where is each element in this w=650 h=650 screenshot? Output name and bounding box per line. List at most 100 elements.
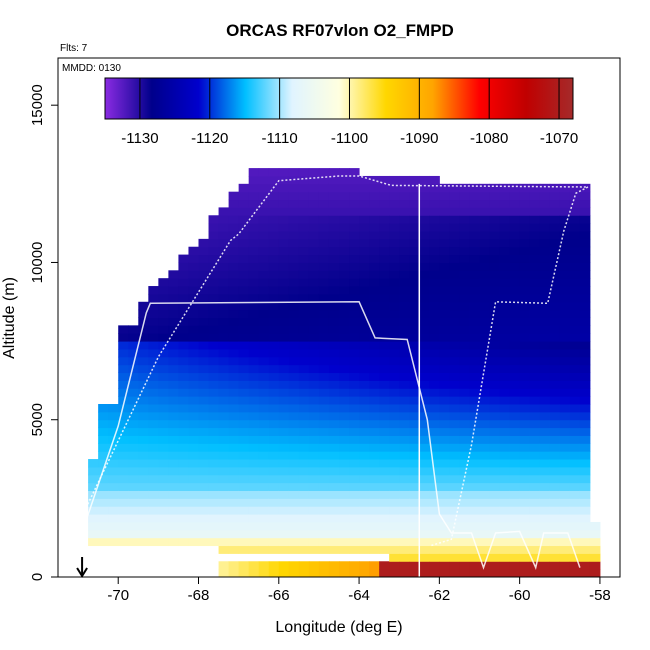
heatmap-cell [489, 333, 501, 342]
heatmap-cell [569, 545, 581, 554]
heatmap-cell [118, 411, 129, 421]
heatmap-cell [188, 514, 199, 523]
heatmap-cell [248, 183, 260, 193]
heatmap-cell [399, 364, 410, 374]
heatmap-cell [258, 466, 270, 476]
heatmap-cell [539, 333, 551, 342]
heatmap-cell [228, 207, 240, 216]
heatmap-cell [238, 223, 250, 232]
heatmap-cell [449, 388, 460, 397]
heatmap-cell [138, 490, 149, 499]
heatmap-cell [539, 553, 551, 562]
heatmap-cell [138, 443, 149, 452]
heatmap-cell [288, 569, 300, 577]
heatmap-cell [479, 317, 491, 326]
heatmap-cell [369, 569, 380, 577]
heatmap-cell [429, 404, 440, 413]
heatmap-cell [419, 199, 430, 208]
heatmap-cell [359, 215, 370, 224]
heatmap-cell [429, 521, 440, 531]
heatmap-cell [469, 482, 480, 491]
heatmap-cell [328, 215, 340, 224]
heatmap-cell [328, 175, 340, 185]
heatmap-cell [489, 506, 501, 515]
heatmap-cell [409, 537, 420, 547]
heatmap-cell [379, 223, 390, 232]
heatmap-cell [539, 364, 551, 374]
heatmap-cell [148, 514, 159, 523]
heatmap-cell [198, 238, 210, 248]
heatmap-cell [489, 474, 501, 484]
heatmap-cell [429, 333, 440, 342]
heatmap-cell [248, 348, 260, 358]
heatmap-cell [228, 199, 240, 208]
heatmap-cell [549, 380, 561, 389]
heatmap-cell [519, 569, 531, 577]
heatmap-cell [238, 388, 250, 397]
heatmap-cell [389, 364, 400, 374]
heatmap-cell [308, 183, 320, 193]
heatmap-cell [278, 317, 290, 326]
heatmap-cell [188, 435, 199, 444]
heatmap-cell [208, 301, 220, 311]
y-tick-label: 5000 [29, 403, 46, 436]
heatmap-cell [308, 199, 320, 208]
heatmap-cell [318, 262, 330, 271]
heatmap-cell [479, 466, 491, 476]
heatmap-cell [449, 207, 460, 216]
heatmap-cell [208, 341, 220, 350]
heatmap-cell [379, 356, 390, 366]
heatmap-cell [519, 317, 531, 326]
heatmap-cell [429, 443, 440, 452]
heatmap-cell [198, 506, 210, 515]
heatmap-cell [409, 529, 420, 539]
heatmap-cell [419, 506, 430, 515]
heatmap-cell [228, 231, 240, 240]
heatmap-cell [379, 183, 390, 193]
heatmap-cell [328, 388, 340, 397]
heatmap-cell [439, 364, 450, 374]
heatmap-cell [278, 380, 290, 389]
heatmap-cell [138, 309, 149, 318]
heatmap-cell [328, 364, 340, 374]
heatmap-cell [579, 325, 591, 334]
heatmap-cell [579, 301, 591, 311]
heatmap-cell [188, 380, 199, 389]
heatmap-cell [208, 482, 220, 491]
heatmap-cell [369, 404, 380, 413]
heatmap-cell [589, 521, 601, 531]
heatmap-cell [228, 466, 240, 476]
heatmap-cell [318, 183, 330, 193]
heatmap-cell [288, 482, 300, 491]
heatmap-cell [409, 459, 420, 468]
heatmap-cell [429, 325, 440, 334]
heatmap-cell [308, 506, 320, 515]
heatmap-cell [238, 498, 250, 507]
heatmap-cell [509, 356, 521, 366]
heatmap-cell [409, 443, 420, 452]
heatmap-cell [278, 490, 290, 499]
heatmap-cell [278, 348, 290, 358]
heatmap-cell [419, 521, 430, 531]
heatmap-cell [379, 419, 390, 429]
heatmap-cell [429, 309, 440, 318]
heatmap-cell [549, 309, 561, 318]
heatmap-cell [248, 490, 260, 499]
heatmap-cell [248, 459, 260, 468]
heatmap-cell [469, 545, 480, 554]
heatmap-cell [228, 278, 240, 287]
heatmap-cell [228, 435, 240, 444]
heatmap-cell [118, 482, 129, 491]
colorbar-tick-label: -1080 [470, 130, 508, 147]
heatmap-cell [459, 529, 470, 539]
heatmap-cell [318, 466, 330, 476]
heatmap-cell [328, 380, 340, 389]
flight-track-line [85, 301, 581, 570]
heatmap-cell [359, 396, 370, 405]
heatmap-cell [278, 506, 290, 515]
heatmap-cell [419, 466, 430, 476]
heatmap-cell [308, 569, 320, 577]
heatmap-cell [419, 435, 430, 444]
heatmap-cell [469, 254, 480, 263]
heatmap-cell [449, 466, 460, 476]
